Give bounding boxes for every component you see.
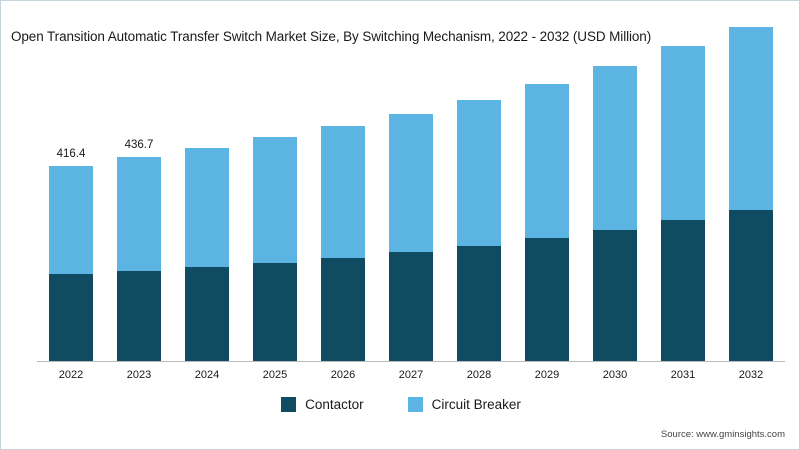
bar-segment-circuit-breaker[interactable] [389,114,433,253]
chart-title: Open Transition Automatic Transfer Switc… [11,29,652,44]
legend-swatch-circuit-breaker [407,397,423,412]
x-axis-tick: 2022 [58,369,84,381]
bar-group[interactable] [49,166,93,361]
bar-segment-circuit-breaker[interactable] [117,156,161,272]
legend-item-circuit-breaker[interactable]: Circuit Breaker [407,397,521,412]
bar-group[interactable] [457,100,501,361]
legend-swatch-contactor [281,397,297,412]
bar-group[interactable] [185,148,229,361]
x-axis-tick: 2032 [738,369,764,381]
bar-segment-contactor[interactable] [389,252,433,361]
bar-segment-circuit-breaker[interactable] [525,84,569,239]
bar-group[interactable] [525,84,569,361]
bar-segment-circuit-breaker[interactable] [661,45,705,220]
bar-group[interactable] [117,156,161,361]
legend-item-contactor[interactable]: Contactor [281,397,364,412]
bar-segment-circuit-breaker[interactable] [593,66,637,231]
legend-label-contactor: Contactor [305,397,364,412]
bar-group[interactable] [389,114,433,361]
bar-segment-contactor[interactable] [729,210,773,361]
bar-segment-contactor[interactable] [49,274,93,361]
bar-group[interactable] [661,45,705,361]
x-axis-tick: 2023 [126,369,152,381]
bar-segment-contactor[interactable] [593,230,637,361]
source-credit: Source: www.gminsights.com [660,429,785,440]
bar-group[interactable] [321,126,365,361]
x-axis-tick: 2030 [602,369,628,381]
chart-legend: Contactor Circuit Breaker [1,397,800,412]
x-axis-tick: 2028 [466,369,492,381]
bar-segment-circuit-breaker[interactable] [253,137,297,263]
x-axis-tick: 2024 [194,369,220,381]
x-axis-tick: 2029 [534,369,560,381]
bar-value-label: 436.7 [124,138,154,151]
bar-value-label: 416.4 [56,148,86,161]
bar-segment-contactor[interactable] [525,238,569,361]
bar-segment-contactor[interactable] [321,258,365,361]
legend-label-circuit-breaker: Circuit Breaker [431,397,521,412]
bar-group[interactable] [253,137,297,361]
bar-segment-circuit-breaker[interactable] [321,126,365,259]
bar-segment-circuit-breaker[interactable] [729,27,773,211]
bar-segment-circuit-breaker[interactable] [457,100,501,247]
bar-group[interactable] [729,27,773,361]
bar-segment-circuit-breaker[interactable] [185,148,229,268]
bar-segment-contactor[interactable] [457,246,501,361]
bar-segment-contactor[interactable] [185,267,229,361]
x-axis-tick: 2027 [398,369,424,381]
x-axis-line [37,361,785,362]
bar-segment-contactor[interactable] [253,262,297,361]
bar-segment-circuit-breaker[interactable] [49,166,93,275]
x-axis-tick: 2025 [262,369,288,381]
x-axis-tick: 2031 [670,369,696,381]
bar-group[interactable] [593,66,637,361]
bar-segment-contactor[interactable] [117,271,161,361]
chart-plot-area: 416.4 436.7 [37,27,785,361]
x-axis-tick: 2026 [330,369,356,381]
bar-segment-contactor[interactable] [661,219,705,361]
